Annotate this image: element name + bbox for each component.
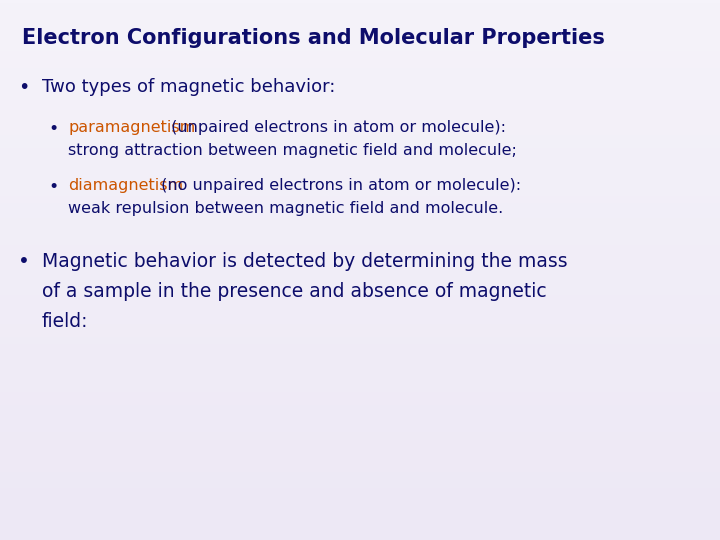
Text: (unpaired electrons in atom or molecule):: (unpaired electrons in atom or molecule)… xyxy=(166,120,506,135)
Text: paramagnetism: paramagnetism xyxy=(68,120,195,135)
Text: •: • xyxy=(48,120,58,138)
Text: strong attraction between magnetic field and molecule;: strong attraction between magnetic field… xyxy=(68,143,517,158)
Text: field:: field: xyxy=(42,312,89,331)
Text: (no unpaired electrons in atom or molecule):: (no unpaired electrons in atom or molecu… xyxy=(156,178,521,193)
Text: •: • xyxy=(18,252,30,271)
Text: diamagnetism: diamagnetism xyxy=(68,178,183,193)
Text: Two types of magnetic behavior:: Two types of magnetic behavior: xyxy=(42,78,336,96)
Text: Magnetic behavior is detected by determining the mass: Magnetic behavior is detected by determi… xyxy=(42,252,567,271)
Text: •: • xyxy=(18,78,30,97)
Text: •: • xyxy=(48,178,58,196)
Text: of a sample in the presence and absence of magnetic: of a sample in the presence and absence … xyxy=(42,282,546,301)
Text: weak repulsion between magnetic field and molecule.: weak repulsion between magnetic field an… xyxy=(68,201,503,216)
Text: Electron Configurations and Molecular Properties: Electron Configurations and Molecular Pr… xyxy=(22,28,605,48)
